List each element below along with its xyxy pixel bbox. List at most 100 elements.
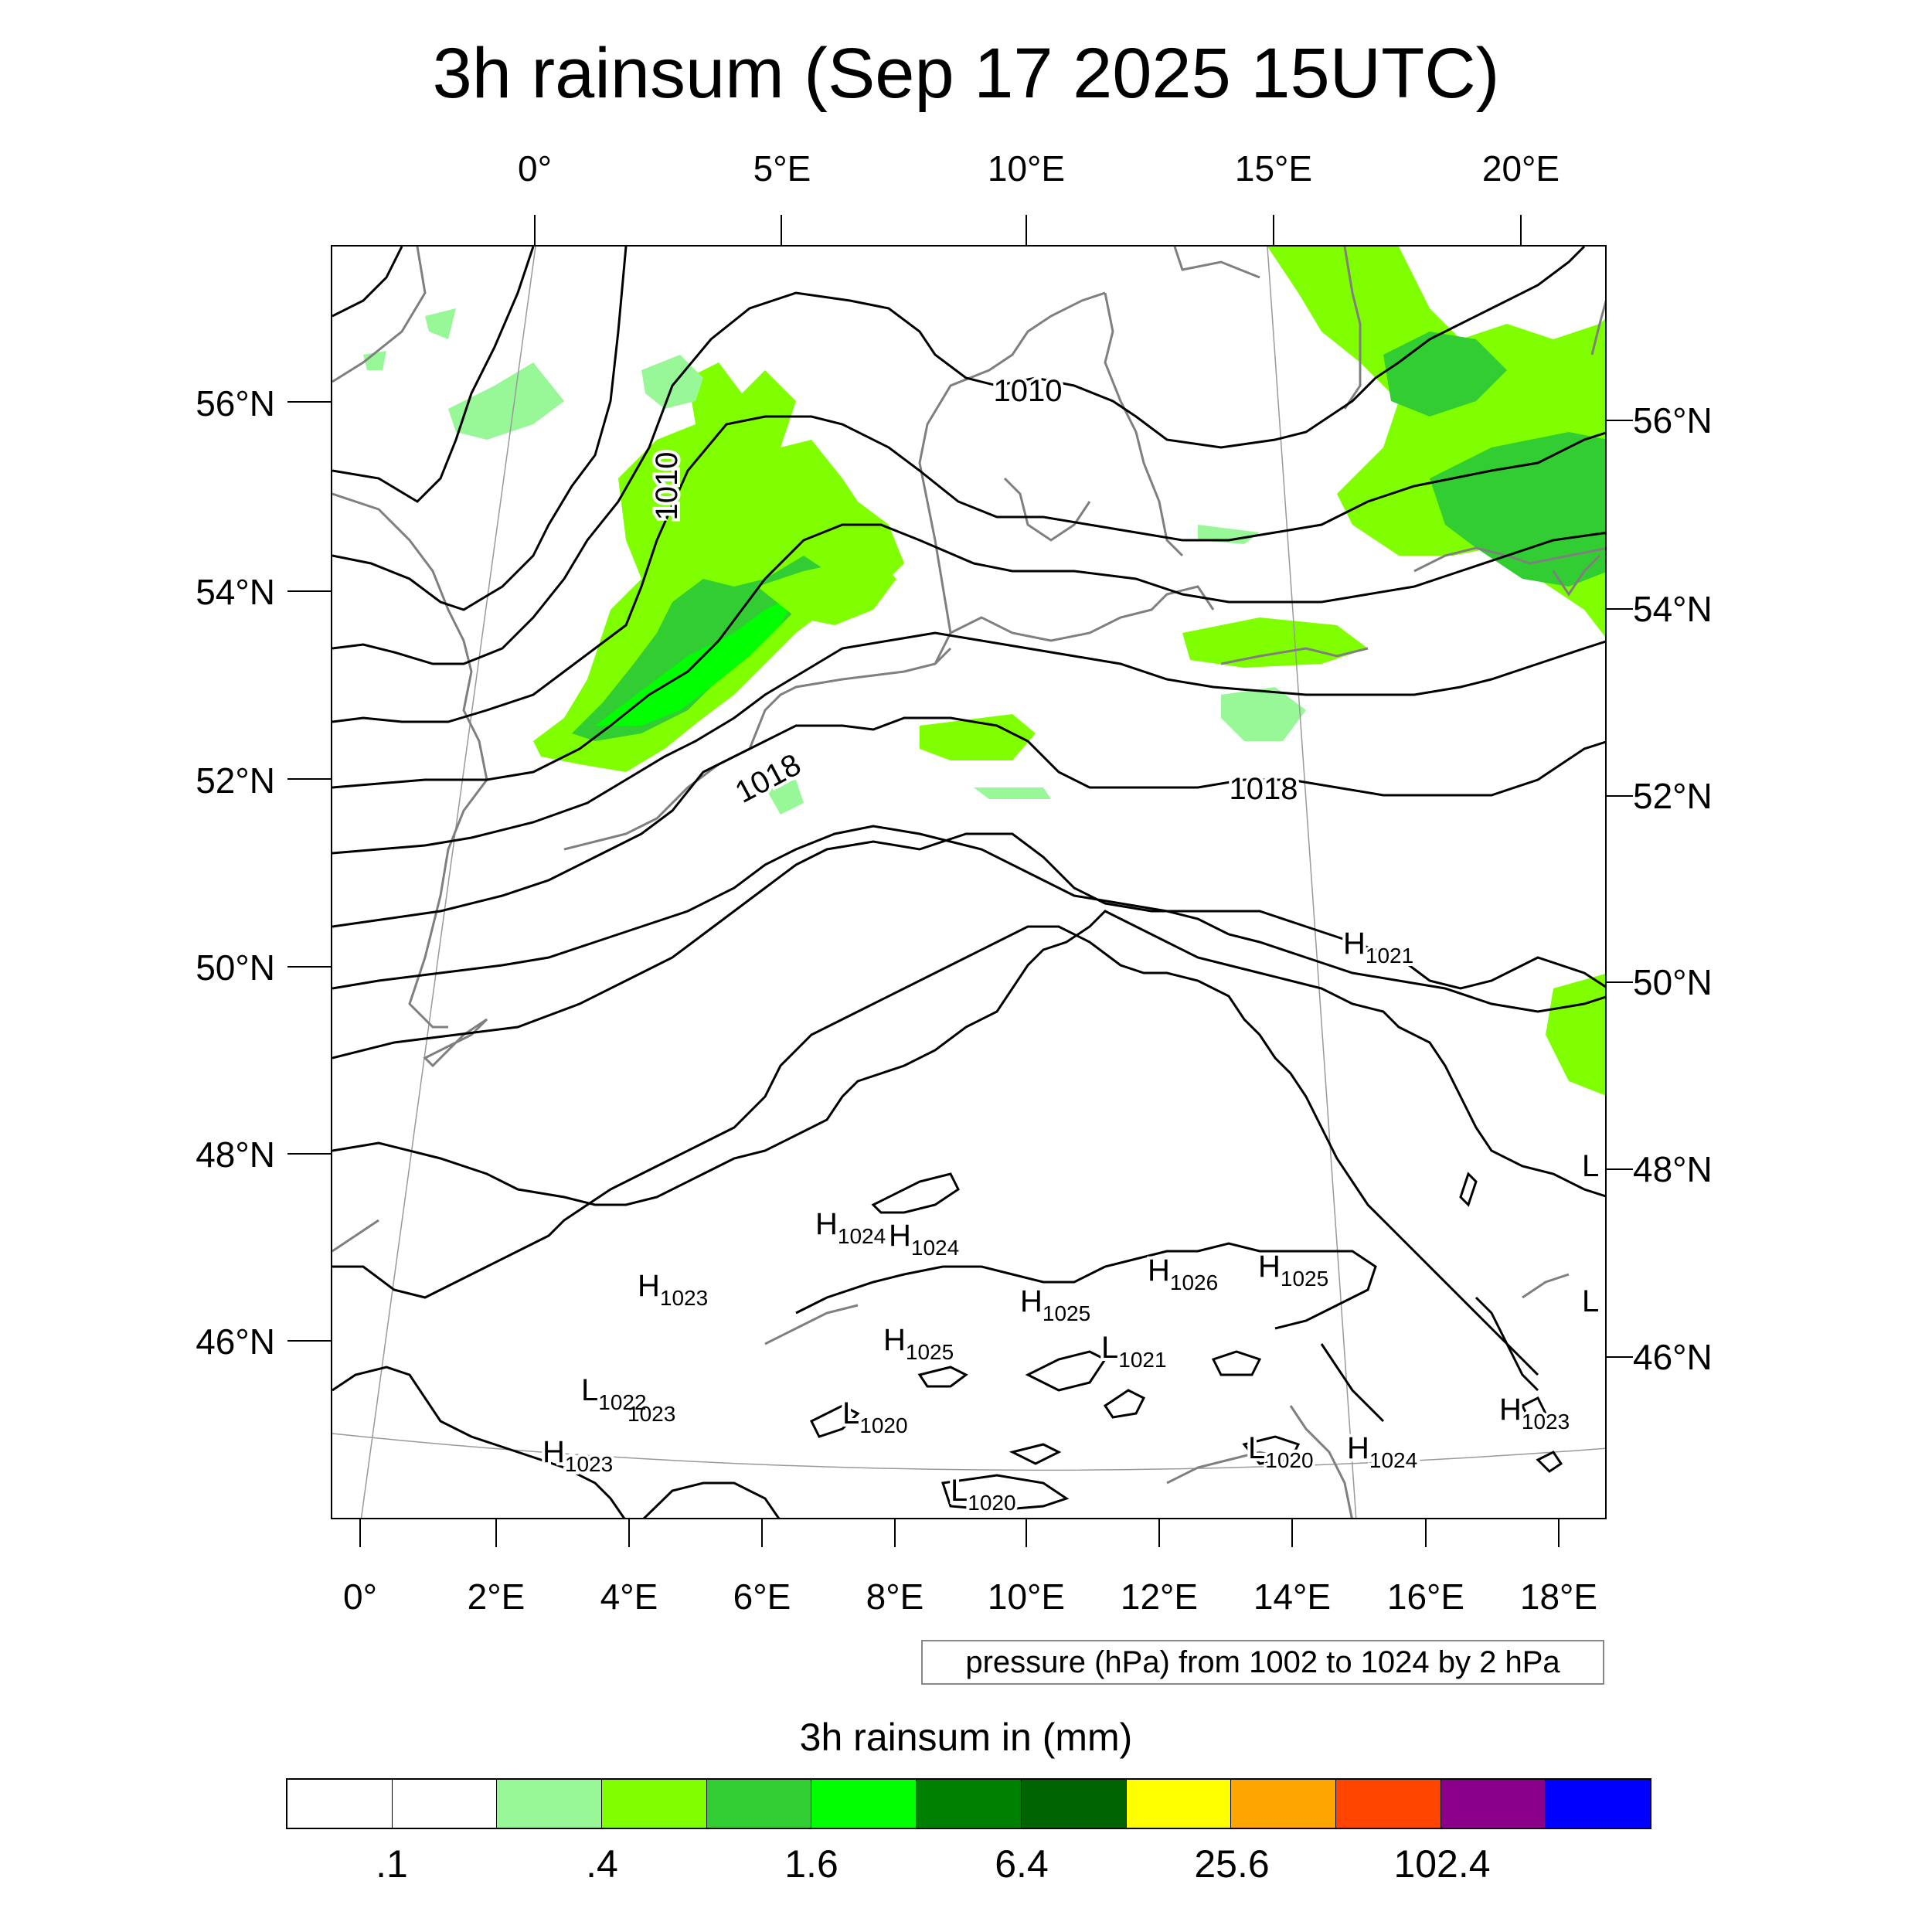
isobars — [332, 247, 1605, 1518]
colorbar-box — [917, 1780, 1022, 1828]
colorbar-box — [1126, 1780, 1232, 1828]
left-lat-label: 54°N — [196, 572, 275, 612]
map-panel: 1010 1010 1018 1018 H1021 H1024 H1024 H1… — [331, 245, 1607, 1519]
bottom-tick — [359, 1519, 361, 1547]
bottom-lon-label: 8°E — [866, 1577, 924, 1617]
isobar-label: 1018 — [1230, 772, 1298, 806]
top-lon-label: 0° — [518, 148, 552, 189]
colorbar-title: 3h rainsum in (mm) — [799, 1716, 1133, 1759]
bottom-lon-label: 12°E — [1120, 1577, 1199, 1617]
left-tick — [287, 590, 331, 592]
bottom-lon-label: 0° — [343, 1577, 377, 1617]
top-lon-label: 15°E — [1234, 148, 1313, 189]
chart-title: 3h rainsum (Sep 17 2025 15UTC) — [432, 34, 1500, 113]
pressure-center: H1025 — [1258, 1250, 1328, 1291]
right-lat-label: 46°N — [1633, 1337, 1713, 1377]
pressure-center: H1024 — [889, 1219, 959, 1260]
top-tick — [1026, 215, 1027, 245]
colorbar-box — [392, 1780, 498, 1828]
top-tick — [781, 215, 782, 245]
bottom-tick — [761, 1519, 763, 1547]
left-lat-label: 52°N — [196, 760, 275, 801]
pressure-center: L — [1582, 1149, 1599, 1183]
colorbar — [286, 1778, 1651, 1829]
bottom-tick — [1158, 1519, 1160, 1547]
weather-map: 1010 1010 1018 1018 H1021 H1024 H1024 H1… — [332, 247, 1605, 1518]
colorbar-box — [1231, 1780, 1336, 1828]
left-tick — [287, 401, 331, 403]
colorbar-box — [287, 1780, 393, 1828]
bottom-tick — [1026, 1519, 1027, 1547]
pressure-center: H1025 — [883, 1323, 954, 1364]
pressure-centers: H1021 H1024 H1024 H1023 H1026 H1025 H102… — [539, 923, 1599, 1518]
bottom-lon-label: 16°E — [1386, 1577, 1465, 1617]
colorbar-label: 6.4 — [995, 1842, 1049, 1886]
rain-field-north-sea — [363, 308, 1051, 815]
bottom-tick — [1558, 1519, 1560, 1547]
right-lat-label: 54°N — [1633, 589, 1713, 629]
colorbar-box — [1021, 1780, 1127, 1828]
pressure-center: L1022 — [581, 1373, 647, 1414]
pressure-center: H1025 — [1020, 1284, 1090, 1325]
isobar-label: 1010 — [994, 374, 1063, 408]
colorbar-label: .1 — [376, 1842, 408, 1886]
right-lat-label: 52°N — [1633, 776, 1713, 816]
pressure-center: H1024 — [815, 1207, 886, 1248]
bottom-lon-label: 2°E — [467, 1577, 526, 1617]
colorbar-label: 25.6 — [1194, 1842, 1270, 1886]
colorbar-box — [497, 1780, 603, 1828]
left-lat-label: 50°N — [196, 947, 275, 988]
pressure-center: L1020 — [842, 1396, 908, 1437]
pressure-center: L — [1582, 1284, 1599, 1318]
pressure-center: H1024 — [1347, 1431, 1417, 1472]
right-lat-label: 56°N — [1633, 400, 1713, 440]
top-tick — [1273, 215, 1274, 245]
pressure-center: H1023 — [1499, 1393, 1570, 1434]
bottom-lon-label: 18°E — [1519, 1577, 1598, 1617]
right-tick — [1607, 608, 1633, 610]
colorbar-box — [1546, 1780, 1650, 1828]
pressure-info-box: pressure (hPa) from 1002 to 1024 by 2 hP… — [921, 1640, 1604, 1685]
pressure-center: H1023 — [543, 1435, 613, 1476]
colorbar-label: 102.4 — [1393, 1842, 1491, 1886]
colorbar-label: 1.6 — [784, 1842, 838, 1886]
rain-field-baltic — [1182, 247, 1605, 1096]
coastlines — [332, 247, 1605, 1518]
pressure-center: 1023 — [628, 1402, 675, 1426]
left-tick — [287, 1153, 331, 1155]
left-lat-label: 46°N — [196, 1321, 275, 1362]
left-tick — [287, 1340, 331, 1342]
left-tick — [287, 966, 331, 968]
bottom-tick — [894, 1519, 896, 1547]
right-lat-label: 48°N — [1633, 1149, 1713, 1189]
top-lon-label: 5°E — [753, 148, 811, 189]
pressure-center: H1021 — [1343, 927, 1413, 968]
pressure-center: L1020 — [951, 1474, 1016, 1515]
pressure-center: H1023 — [638, 1269, 708, 1310]
left-lat-label: 56°N — [196, 383, 275, 423]
colorbar-label: .4 — [586, 1842, 618, 1886]
top-lon-label: 20°E — [1481, 148, 1560, 189]
bottom-tick — [628, 1519, 630, 1547]
bottom-lon-label: 4°E — [600, 1577, 658, 1617]
left-lat-label: 48°N — [196, 1134, 275, 1175]
graticule — [332, 247, 1605, 1518]
right-tick — [1607, 1168, 1633, 1170]
bottom-lon-label: 14°E — [1253, 1577, 1332, 1617]
colorbar-box — [1335, 1780, 1441, 1828]
right-tick — [1607, 1356, 1633, 1358]
right-tick — [1607, 981, 1633, 983]
colorbar-box — [811, 1780, 917, 1828]
bottom-tick — [1291, 1519, 1293, 1547]
right-lat-label: 50°N — [1633, 962, 1713, 1002]
right-tick — [1607, 420, 1633, 421]
bottom-tick — [1425, 1519, 1427, 1547]
colorbar-box — [1440, 1780, 1546, 1828]
pressure-center: H1026 — [1148, 1253, 1218, 1294]
top-tick — [534, 215, 536, 245]
top-tick — [1520, 215, 1522, 245]
top-lon-label: 10°E — [987, 148, 1066, 189]
colorbar-box — [706, 1780, 812, 1828]
colorbar-box — [602, 1780, 707, 1828]
left-tick — [287, 778, 331, 780]
